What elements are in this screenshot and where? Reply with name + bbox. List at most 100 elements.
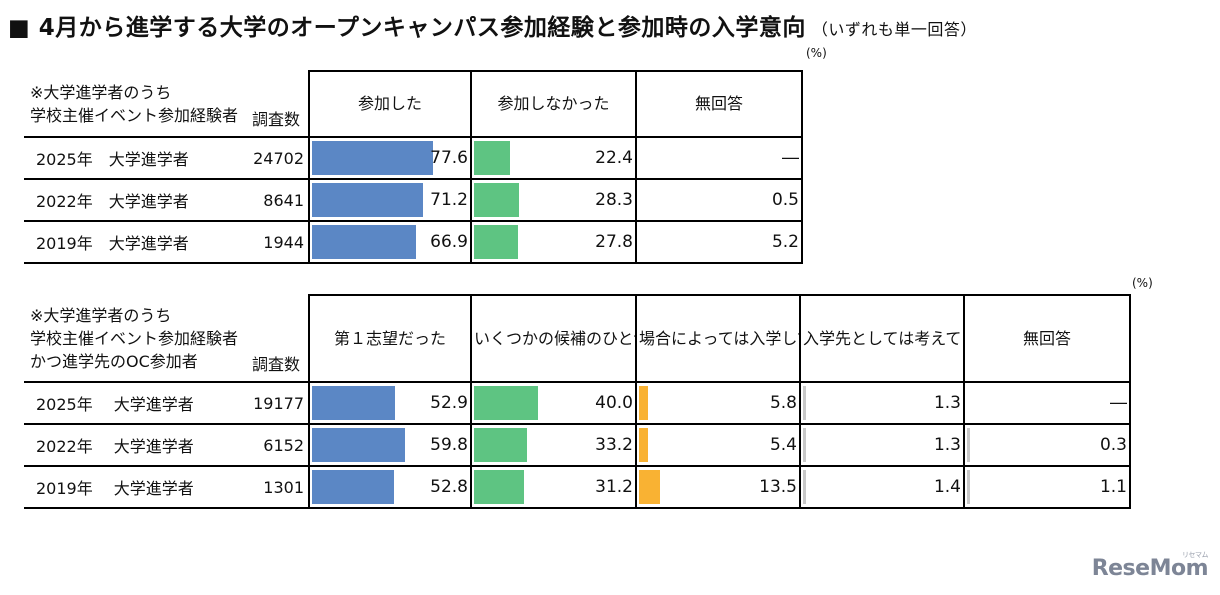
cell: 1.3	[799, 424, 965, 467]
table1-stub: ※大学進学者のうち 学校主催イベント参加経験者	[24, 71, 239, 138]
bar	[639, 470, 661, 504]
bar	[639, 428, 648, 462]
table-row: 2025年 大学進学者 19177 52.9 40.0 5.8 1.3 ―	[24, 382, 1131, 425]
bar	[474, 386, 538, 420]
cell: 0.3	[963, 424, 1131, 467]
row-n: 24702	[239, 137, 309, 180]
table1-col-participated: 参加した	[308, 70, 472, 138]
table1-col-not-participated: 参加しなかった	[470, 70, 637, 138]
data-label: 1.4	[933, 477, 961, 497]
row-label: 2025年 大学進学者	[24, 137, 239, 180]
row-n: 1301	[239, 466, 309, 509]
cell: 1.4	[799, 466, 965, 509]
bar	[803, 428, 806, 462]
data-label: 52.9	[430, 393, 468, 413]
unit-label-bottom: (%)	[1132, 276, 1153, 290]
table2-col-first-choice: 第１志望だった	[308, 294, 472, 383]
data-label: 59.8	[430, 435, 468, 455]
table2-col-one-of-candidates: いくつかの候補のひとつだった	[470, 294, 637, 383]
data-label: 28.3	[595, 190, 633, 210]
table-row: 2022年 大学進学者 6152 59.8 33.2 5.4 1.3 0.3	[24, 424, 1131, 467]
bar	[312, 470, 395, 504]
table2-stub-line1: ※大学進学者のうち	[30, 305, 172, 325]
bar	[967, 428, 970, 462]
title-main: 4月から進学する大学のオープンキャンパス参加経験と参加時の入学意向	[38, 15, 806, 41]
cell: 52.9	[308, 382, 472, 425]
table-row: 2019年 大学進学者 1301 52.8 31.2 13.5 1.4 1.1	[24, 466, 1131, 509]
row-n: 19177	[239, 382, 309, 425]
cell: ―	[635, 137, 803, 180]
bar	[967, 470, 970, 504]
bar	[312, 428, 406, 462]
cell: 5.4	[635, 424, 801, 467]
cell: 5.2	[635, 221, 803, 264]
row-label: 2019年 大学進学者	[24, 221, 239, 264]
cell: 31.2	[470, 466, 637, 509]
row-label: 2022年 大学進学者	[24, 179, 239, 222]
bar	[803, 470, 806, 504]
cell: 27.8	[470, 221, 637, 264]
data-label: 1.3	[933, 393, 961, 413]
data-label: 22.4	[595, 148, 633, 168]
cell: 33.2	[470, 424, 637, 467]
logo-text: ReseMom	[1091, 556, 1209, 581]
row-label: 2025年 大学進学者	[24, 382, 239, 425]
data-label: 77.6	[430, 148, 468, 168]
data-label: 31.2	[595, 477, 633, 497]
bar	[474, 428, 527, 462]
data-label: 1.1	[1099, 477, 1127, 497]
table1-stub-line2: 学校主催イベント参加経験者	[30, 105, 239, 125]
table-oc-participation: ※大学進学者のうち 学校主催イベント参加経験者 調査数 参加した 参加しなかった…	[24, 70, 803, 264]
cell: 28.3	[470, 179, 637, 222]
bar	[474, 225, 519, 259]
data-label: 40.0	[595, 393, 633, 413]
data-label: 5.2	[771, 232, 799, 252]
bar	[474, 470, 524, 504]
table-enrollment-intention: ※大学進学者のうち 学校主催イベント参加経験者 かつ進学先のOC参加者 調査数 …	[24, 294, 1131, 509]
row-label: 2019年 大学進学者	[24, 466, 239, 509]
bar	[312, 386, 395, 420]
data-label: 5.4	[769, 435, 797, 455]
row-label: 2022年 大学進学者	[24, 424, 239, 467]
bar	[312, 183, 424, 217]
cell: 52.8	[308, 466, 472, 509]
row-n: 1944	[239, 221, 309, 264]
bar	[474, 183, 519, 217]
table2-col-not-considered: 入学先としては考えていなかった	[799, 294, 965, 383]
cell: ―	[963, 382, 1131, 425]
data-label: 5.8	[769, 393, 797, 413]
data-label: 1.3	[933, 435, 961, 455]
chart-title: ■ 4月から進学する大学のオープンキャンパス参加経験と参加時の入学意向 （いずれも…	[8, 8, 977, 42]
data-label: 0.3	[1099, 435, 1127, 455]
bar	[312, 141, 434, 175]
data-label: ―	[1110, 393, 1127, 413]
data-label: 0.5	[771, 190, 799, 210]
table2-stub: ※大学進学者のうち 学校主催イベント参加経験者 かつ進学先のOC参加者	[24, 295, 239, 383]
row-n: 6152	[239, 424, 309, 467]
data-label: 13.5	[759, 477, 797, 497]
cell: 5.8	[635, 382, 801, 425]
cell: 1.3	[799, 382, 965, 425]
data-label: 33.2	[595, 435, 633, 455]
table2-n-header: 調査数	[239, 295, 309, 383]
table2-stub-line3: かつ進学先のOC参加者	[30, 351, 198, 371]
data-label: 52.8	[430, 477, 468, 497]
title-marker: ■	[8, 15, 31, 41]
data-label: ―	[782, 148, 799, 168]
table-row: 2025年 大学進学者 24702 77.6 22.4 ―	[24, 137, 803, 180]
bar	[639, 386, 649, 420]
title-note: （いずれも単一回答）	[811, 20, 977, 39]
table-row: 2019年 大学進学者 1944 66.9 27.8 5.2	[24, 221, 803, 264]
table2-col-no-answer: 無回答	[963, 294, 1131, 383]
data-label: 66.9	[430, 232, 468, 252]
bar	[312, 225, 417, 259]
bar	[474, 141, 510, 175]
logo-small-text: リセマム	[1182, 551, 1209, 559]
cell: 1.1	[963, 466, 1131, 509]
table-row: 2022年 大学進学者 8641 71.2 28.3 0.5	[24, 179, 803, 222]
cell: 40.0	[470, 382, 637, 425]
cell: 22.4	[470, 137, 637, 180]
data-label: 27.8	[595, 232, 633, 252]
unit-label-top: (%)	[806, 46, 827, 60]
cell: 71.2	[308, 179, 472, 222]
